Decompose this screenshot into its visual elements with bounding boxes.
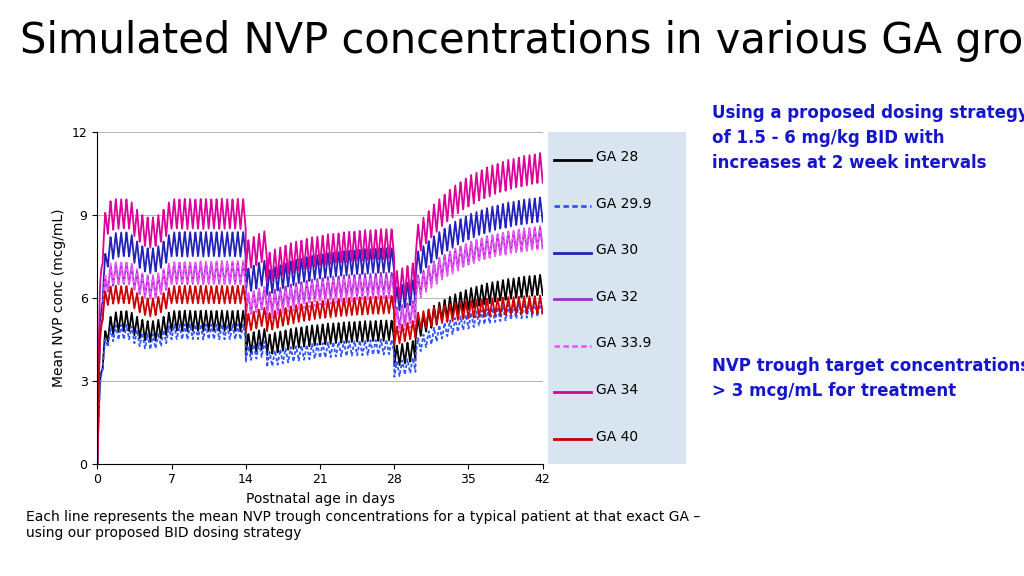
X-axis label: Postnatal age in days: Postnatal age in days (246, 492, 394, 506)
Text: GA 28: GA 28 (596, 150, 638, 164)
Text: GA 40: GA 40 (596, 430, 638, 444)
Text: Each line represents the mean NVP trough concentrations for a typical patient at: Each line represents the mean NVP trough… (26, 510, 699, 540)
Text: GA 29.9: GA 29.9 (596, 197, 651, 211)
Text: GA 33.9: GA 33.9 (596, 336, 651, 350)
Text: GA 30: GA 30 (596, 243, 638, 257)
Text: GA 32: GA 32 (596, 290, 638, 304)
Text: NVP trough target concentrations
> 3 mcg/mL for treatment: NVP trough target concentrations > 3 mcg… (712, 357, 1024, 400)
Text: Using a proposed dosing strategy
of 1.5 - 6 mg/kg BID with
increases at 2 week i: Using a proposed dosing strategy of 1.5 … (712, 104, 1024, 172)
Text: Simulated NVP concentrations in various GA groups: Simulated NVP concentrations in various … (20, 20, 1024, 62)
Y-axis label: Mean NVP conc (mcg/mL): Mean NVP conc (mcg/mL) (52, 209, 67, 387)
Text: GA 34: GA 34 (596, 383, 638, 397)
